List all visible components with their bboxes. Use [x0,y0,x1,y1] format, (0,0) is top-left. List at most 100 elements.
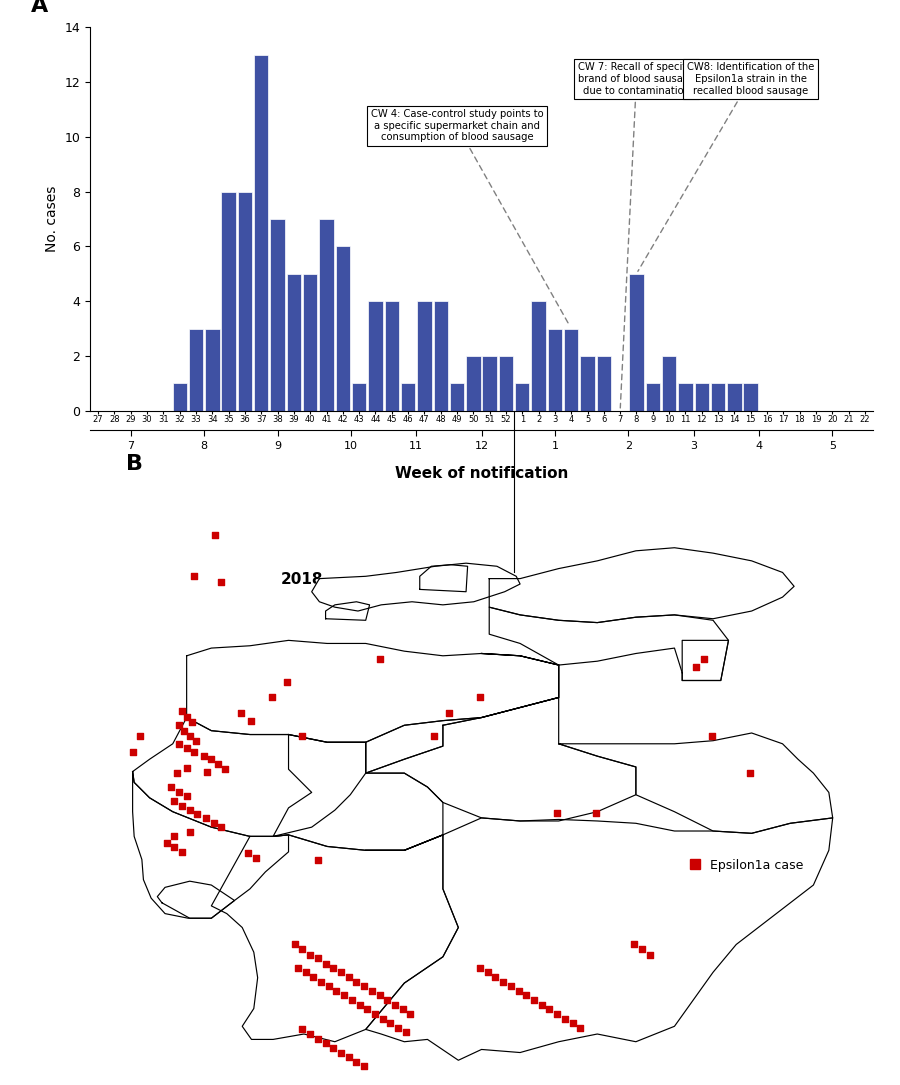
Bar [564,329,579,411]
Point [183,824,197,841]
Polygon shape [365,698,636,821]
Polygon shape [186,640,559,742]
Point [287,935,302,953]
Polygon shape [365,653,559,774]
Point [360,1000,374,1018]
Point [688,658,703,675]
Point [295,727,310,744]
Point [295,1021,310,1038]
Point [169,765,184,782]
Polygon shape [490,608,728,680]
Point [496,973,510,991]
Bar [221,192,236,411]
Bar [384,302,399,411]
Bar [450,383,464,411]
Bar [482,356,497,411]
Point [125,743,140,761]
Text: CW8: Identification of the
Epsilon1a strain in the
recalled blood sausage: CW8: Identification of the Epsilon1a str… [638,63,815,271]
Point [341,968,356,985]
Bar [173,383,187,411]
Point [368,1006,382,1023]
Point [380,992,394,1009]
Point [396,1000,410,1018]
Point [373,986,387,1004]
Bar [499,356,513,411]
Point [206,814,220,831]
Point [472,959,487,976]
Point [742,765,757,782]
Point [364,982,379,999]
Point [241,844,256,861]
Point [303,1025,318,1043]
Point [190,805,204,822]
Bar [287,273,302,411]
Point [334,963,348,981]
Point [349,1054,364,1071]
Point [310,1030,325,1047]
Bar [336,246,350,411]
Point [589,805,603,822]
Point [472,689,487,706]
Point [643,946,657,963]
Text: CW 4: Case-control study points to
a specific supermarket chain and
consumption : CW 4: Case-control study points to a spe… [371,108,570,327]
Point [249,850,264,867]
Text: CW 7: Recall of specific
brand of blood sausage
due to contamination: CW 7: Recall of specific brand of blood … [578,63,695,408]
Point [383,1014,398,1032]
Point [319,1035,333,1052]
Polygon shape [682,640,728,680]
Text: 2018: 2018 [281,572,323,587]
Point [184,714,199,731]
Point [167,792,182,809]
Point [167,839,182,856]
Polygon shape [326,602,370,621]
Point [427,727,441,744]
Point [164,778,178,795]
Point [565,1014,580,1032]
Point [319,955,333,972]
Point [357,1058,372,1075]
Polygon shape [132,717,365,837]
Point [627,935,642,953]
Point [634,941,649,958]
Point [341,1048,356,1065]
Point [204,751,219,768]
Point [334,1044,348,1061]
Point [526,992,541,1009]
Point [175,796,189,814]
Point [167,828,182,845]
Polygon shape [311,563,520,611]
X-axis label: Week of notification: Week of notification [395,465,568,481]
Point [179,709,194,726]
Y-axis label: No. cases: No. cases [45,186,58,252]
Point [504,978,518,995]
Point [179,760,194,777]
Bar [711,383,725,411]
Polygon shape [158,881,235,918]
Bar [580,356,595,411]
Bar [679,383,693,411]
Point [244,712,258,729]
Legend: Epsilon1a case: Epsilon1a case [685,854,809,877]
Point [159,834,174,852]
Polygon shape [559,733,832,833]
Text: 2019: 2019 [680,572,723,587]
Point [183,727,197,744]
Polygon shape [273,735,443,851]
Point [519,986,534,1004]
Point [189,732,203,750]
Bar [662,356,676,411]
Point [349,973,364,991]
Bar [205,329,220,411]
Point [357,978,372,995]
Point [183,802,197,819]
Point [298,963,312,981]
Point [218,761,232,778]
Point [175,703,189,720]
Bar [238,192,252,411]
Point [375,1010,390,1027]
Point [573,1019,588,1036]
Polygon shape [490,548,794,623]
Bar [531,302,545,411]
Point [175,843,189,860]
Point [303,946,318,963]
